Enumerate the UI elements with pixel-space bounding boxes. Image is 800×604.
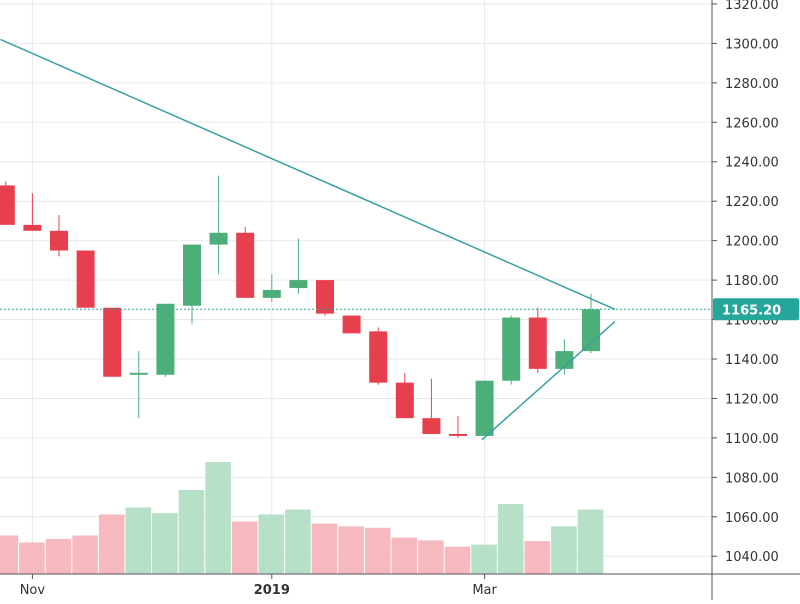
candle-body: [209, 232, 228, 245]
y-tick-label: 1180.00: [725, 274, 779, 289]
candle-body: [528, 317, 547, 369]
candle-body: [156, 303, 175, 375]
trendline-support: [481, 320, 616, 441]
candle-body: [475, 380, 494, 436]
y-tick-label: 1300.00: [725, 37, 779, 52]
volume-bar: [152, 513, 178, 574]
trendline-resistance: [0, 38, 616, 310]
x-tick-label: Mar: [472, 583, 497, 598]
volume-bar: [178, 490, 205, 574]
candle-body: [369, 331, 388, 383]
volume-bars: [0, 462, 604, 574]
volume-bar: [72, 535, 98, 574]
candle-body: [103, 307, 122, 377]
volume-bar: [258, 514, 285, 574]
candle-body: [289, 280, 308, 288]
last-price-label: 1165.20: [722, 303, 781, 318]
y-tick-label: 1220.00: [725, 195, 779, 210]
volume-bar: [231, 521, 258, 574]
volume-bar: [418, 540, 444, 574]
volume-bar: [19, 542, 45, 574]
volume-bar: [444, 546, 471, 574]
volume-bar: [524, 541, 551, 574]
candle-body: [555, 351, 574, 369]
volume-bar: [497, 504, 524, 574]
candle-body: [449, 433, 467, 436]
y-tick-label: 1040.00: [725, 550, 779, 565]
volume-bar: [0, 535, 19, 574]
candle-body: [183, 244, 201, 306]
y-tick-label: 1320.00: [725, 0, 779, 13]
volume-bar: [391, 537, 418, 574]
y-tick-label: 1100.00: [725, 432, 779, 447]
candle-body: [502, 317, 521, 381]
last-price-badge: 1165.20: [713, 298, 799, 321]
candle-body: [316, 280, 334, 314]
candle-body: [76, 250, 95, 308]
x-tick-label: Nov: [20, 583, 46, 598]
candle-body: [342, 315, 361, 334]
candle-body: [236, 232, 255, 298]
volume-bar: [98, 514, 125, 574]
volume-bar: [205, 462, 231, 574]
x-tick-label: 2019: [254, 583, 290, 598]
volume-bar: [364, 527, 391, 574]
volume-bar: [125, 507, 152, 574]
y-tick-label: 1200.00: [725, 235, 779, 250]
volume-bar: [311, 523, 338, 574]
candle-body: [23, 224, 42, 231]
candle-body: [262, 289, 281, 298]
candle-body: [422, 418, 441, 434]
candle-body: [0, 185, 15, 225]
trendlines: [0, 38, 616, 441]
volume-bar: [338, 526, 364, 574]
volume-bar: [45, 539, 72, 574]
candle-body: [582, 309, 600, 352]
candle-body: [129, 372, 148, 375]
y-tick-label: 1240.00: [725, 156, 779, 171]
volume-bar: [551, 526, 577, 574]
y-tick-label: 1280.00: [725, 77, 779, 92]
y-tick-label: 1080.00: [725, 471, 779, 486]
candle-body: [395, 382, 414, 419]
last-price-badge-bg: [713, 298, 799, 321]
volume-bar: [577, 509, 604, 574]
volume-bar: [285, 509, 311, 574]
y-tick-label: 1120.00: [725, 392, 779, 407]
y-tick-label: 1260.00: [725, 116, 779, 131]
y-tick-label: 1140.00: [725, 353, 779, 368]
candles: [0, 175, 600, 438]
y-tick-label: 1060.00: [725, 511, 779, 526]
volume-bar: [471, 544, 497, 574]
candle-body: [50, 230, 68, 251]
